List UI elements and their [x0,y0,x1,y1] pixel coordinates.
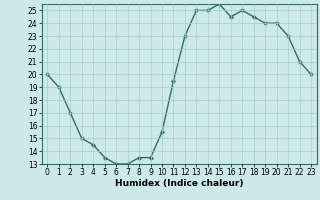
X-axis label: Humidex (Indice chaleur): Humidex (Indice chaleur) [115,179,244,188]
